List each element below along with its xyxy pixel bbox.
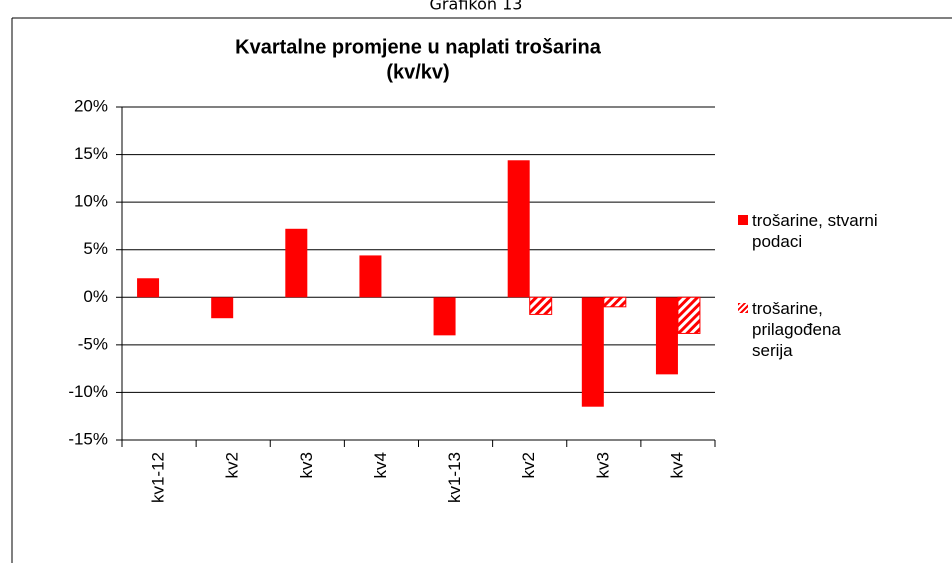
- chart-title: (kv/kv): [386, 61, 449, 83]
- x-tick-label: kv1-13: [445, 452, 464, 503]
- x-tick-label: kv4: [667, 452, 686, 478]
- bar: [433, 297, 456, 336]
- legend-swatch: [738, 303, 748, 313]
- caption: Grafikon 13: [430, 0, 523, 14]
- bar: [359, 255, 382, 298]
- bar: [137, 278, 160, 298]
- chart-title: Kvartalne promjene u naplati trošarina: [235, 36, 602, 58]
- y-tick-label: 10%: [74, 192, 108, 211]
- bar: [655, 297, 678, 375]
- legend-swatch: [738, 215, 748, 225]
- bar: [603, 296, 627, 308]
- legend-item: trošarine, stvarni podaci: [738, 210, 882, 252]
- x-tick-label: kv2: [519, 452, 538, 478]
- bar: [677, 296, 701, 334]
- y-tick-label: -10%: [68, 382, 108, 401]
- legend-label: trošarine, stvarni podaci: [752, 211, 878, 251]
- y-tick-label: 5%: [83, 239, 108, 258]
- y-tick-label: -5%: [78, 334, 108, 353]
- y-tick-label: 0%: [83, 287, 108, 306]
- legend-label: trošarine, prilagođena serija: [752, 299, 841, 360]
- bar: [285, 228, 308, 298]
- y-tick-label: 15%: [74, 144, 108, 163]
- bar: [507, 160, 530, 298]
- x-tick-label: kv1-12: [149, 452, 168, 503]
- y-tick-label: 20%: [74, 96, 108, 115]
- x-tick-label: kv3: [593, 452, 612, 478]
- x-tick-label: kv2: [223, 452, 242, 478]
- bar: [581, 297, 604, 407]
- x-tick-label: kv3: [297, 452, 316, 478]
- bar: [211, 297, 234, 319]
- y-tick-label: -15%: [68, 429, 108, 448]
- legend-item: trošarine, prilagođena serija: [738, 298, 882, 361]
- bar: [529, 296, 553, 315]
- x-tick-label: kv4: [371, 452, 390, 478]
